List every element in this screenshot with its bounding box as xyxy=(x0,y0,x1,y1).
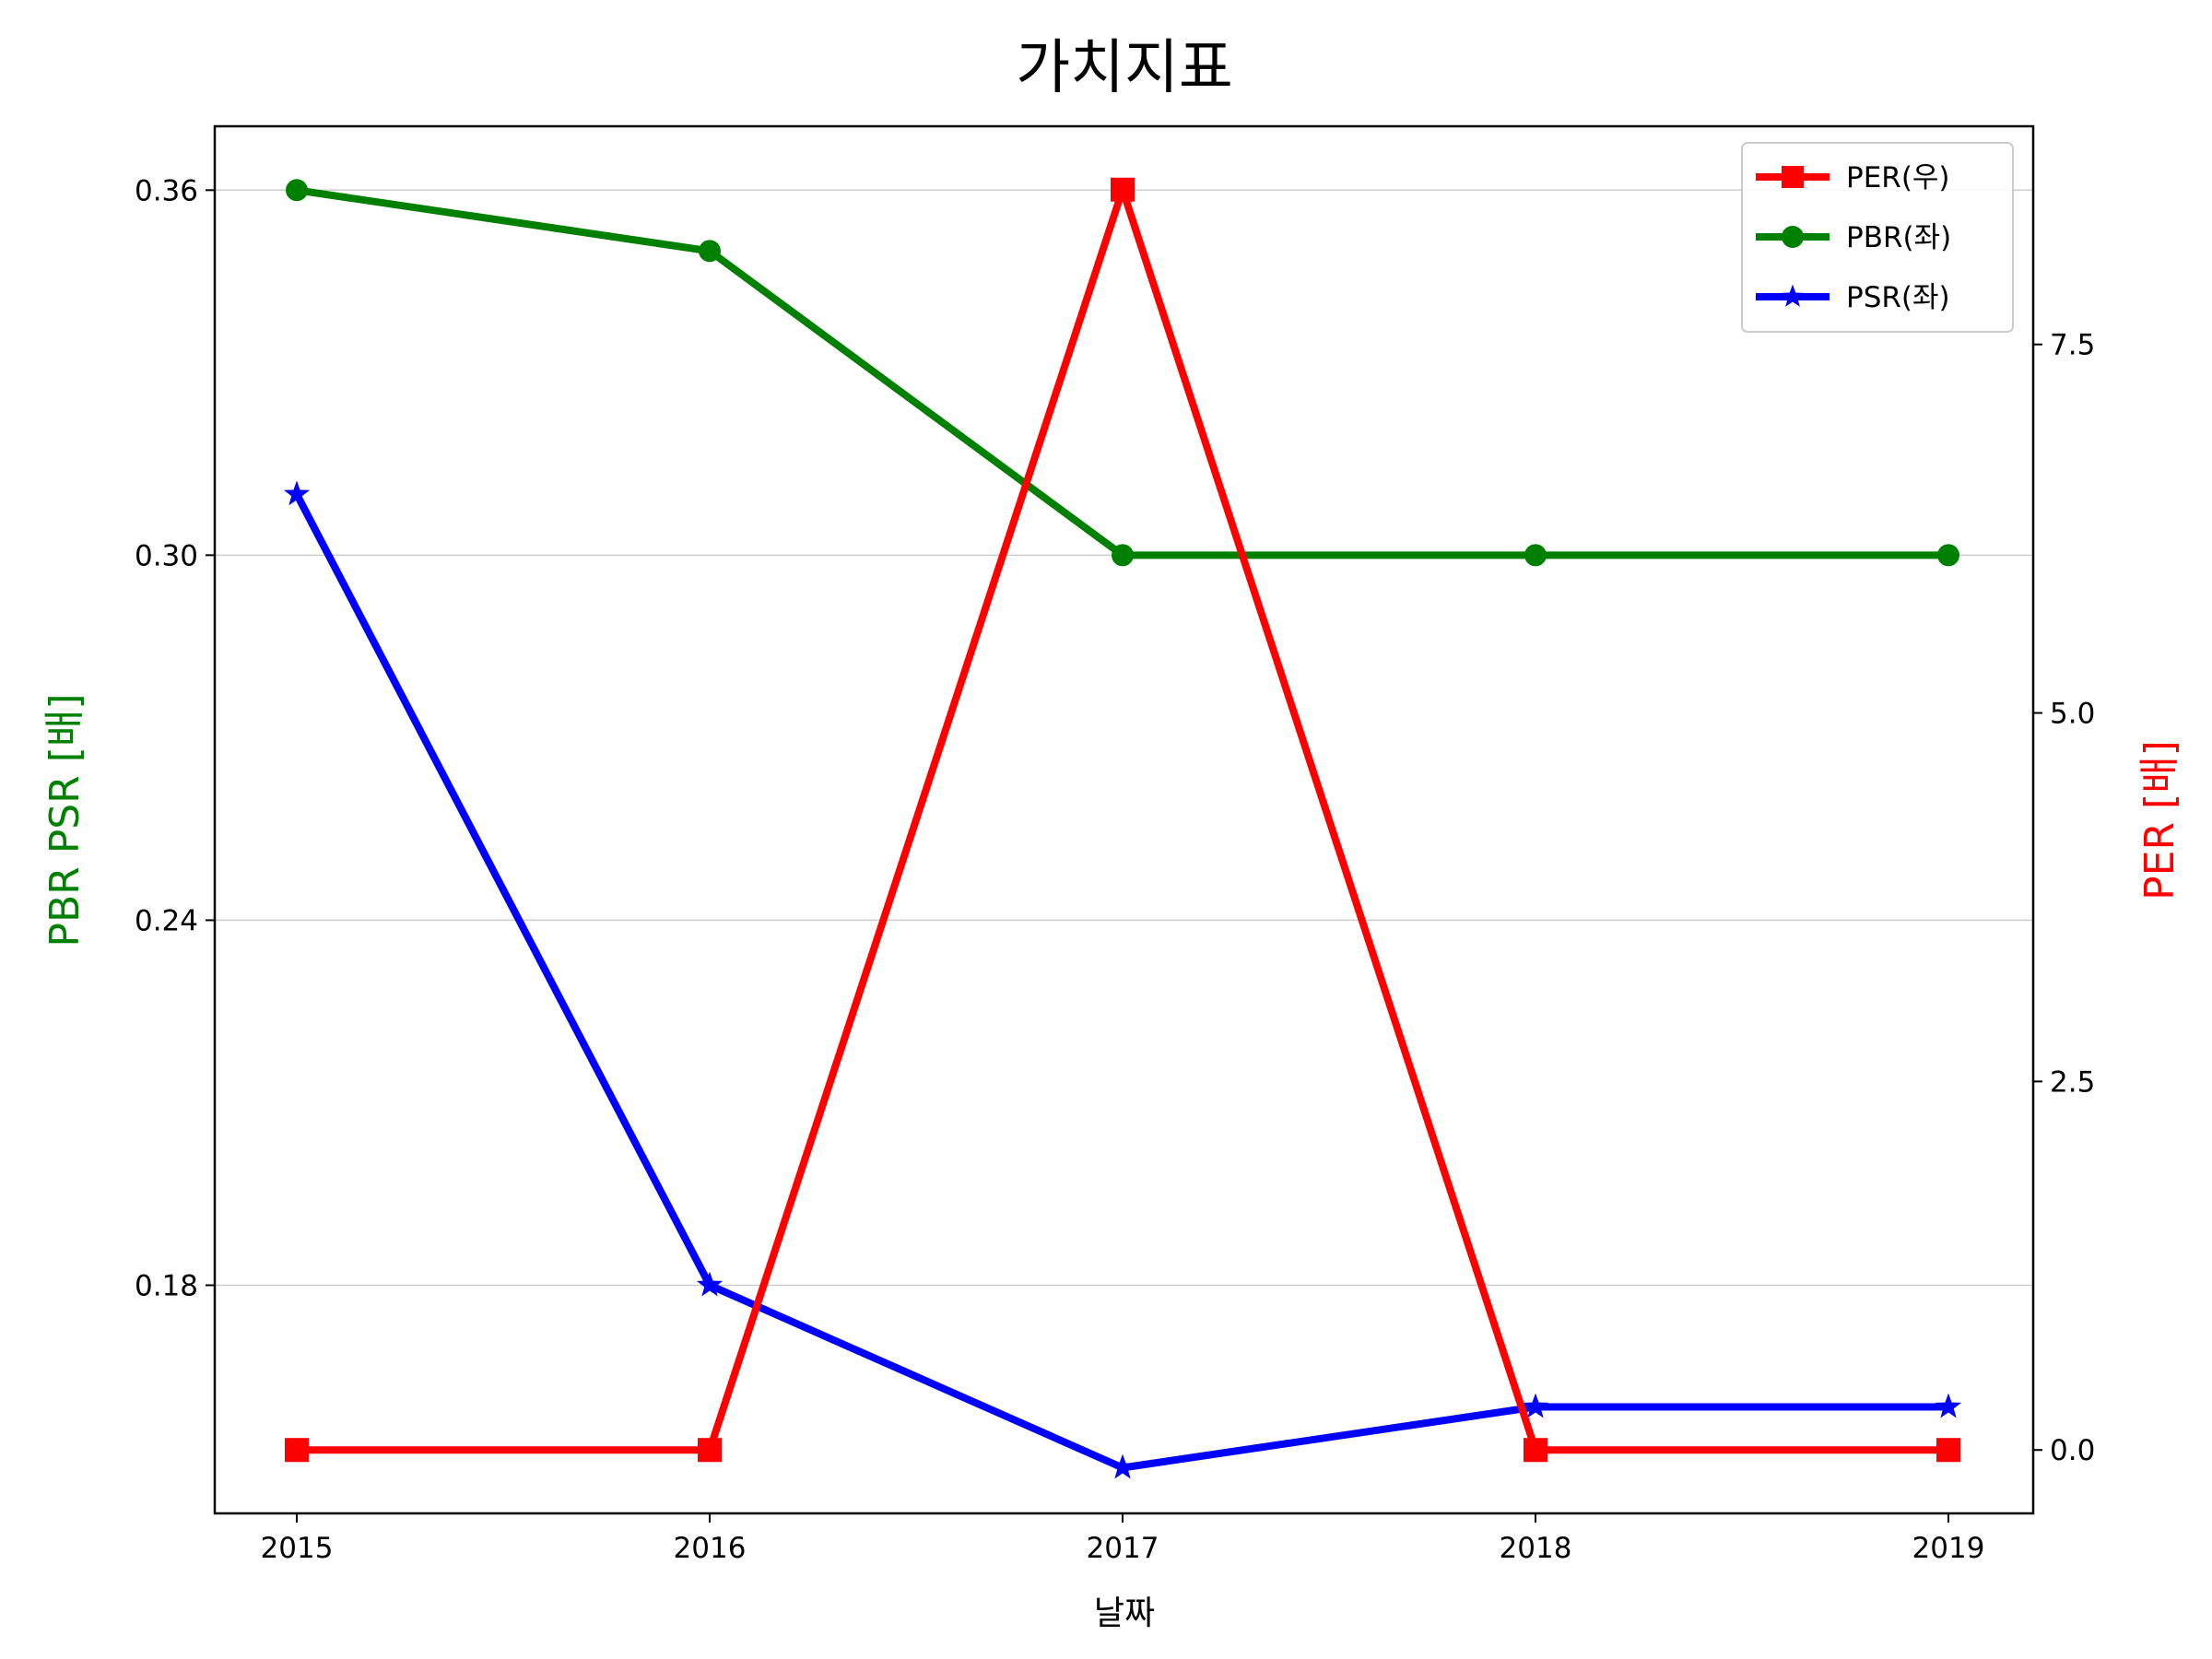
x-tick-label: 2015 xyxy=(261,1532,334,1565)
legend-marker-psr xyxy=(1781,284,1805,307)
pbr-data-point xyxy=(1112,544,1134,567)
per-data-point xyxy=(285,1438,309,1463)
legend-marker-pbr xyxy=(1782,226,1804,248)
per-data-point xyxy=(1524,1438,1547,1463)
psr-data-point xyxy=(1935,1393,1962,1418)
per-data-point xyxy=(1111,177,1135,202)
legend-label-psr: PSR(좌) xyxy=(1846,281,1950,314)
axes-layer: 2015 2016 2017 2018 2019 0.18 0.24 0.30 0.36 0.0 2… xyxy=(135,174,2095,1565)
psr-data-point xyxy=(1522,1393,1549,1418)
series-layer xyxy=(283,177,1962,1479)
right-y-tick-label: 2.5 xyxy=(2050,1065,2095,1099)
psr-data-point xyxy=(1109,1453,1136,1479)
legend-label-pbr: PBR(좌) xyxy=(1846,221,1951,254)
pbr-data-point xyxy=(1524,544,1547,567)
x-tick-label: 2017 xyxy=(1087,1532,1159,1565)
left-y-tick-label: 0.18 xyxy=(135,1269,198,1302)
per-data-point xyxy=(698,1438,722,1463)
pbr-data-point xyxy=(1937,544,1959,567)
left-y-tick-label: 0.24 xyxy=(135,904,198,937)
left-y-axis-label: PBR PSR [배] xyxy=(41,693,88,947)
right-y-tick-label: 0.0 xyxy=(2050,1434,2095,1467)
legend-marker-per xyxy=(1782,166,1804,188)
pbr-data-point xyxy=(699,240,721,263)
x-axis-label: 날짜 xyxy=(1094,1594,1155,1632)
x-tick-label: 2019 xyxy=(1912,1532,1985,1565)
right-y-tick-label: 5.0 xyxy=(2050,698,2095,731)
per-data-point xyxy=(1936,1438,1960,1463)
left-y-tick-label: 0.36 xyxy=(135,174,198,207)
legend: PER(우) PBR(좌) PSR(좌) xyxy=(1741,142,2014,333)
legend-label-per: PER(우) xyxy=(1846,161,1950,194)
psr-data-point xyxy=(696,1271,724,1297)
legend-box xyxy=(1741,142,2014,333)
plot-frame xyxy=(213,124,2035,1515)
chart-title: 가치지표 xyxy=(1016,34,1233,102)
right-y-axis-label: PER [배] xyxy=(2136,740,2183,900)
pbr-data-point xyxy=(286,179,308,202)
psr-data-point xyxy=(283,480,311,506)
x-tick-label: 2016 xyxy=(674,1532,747,1565)
x-tick-label: 2018 xyxy=(1500,1532,1572,1565)
left-y-tick-label: 0.30 xyxy=(135,539,198,572)
right-y-tick-label: 7.5 xyxy=(2050,329,2095,362)
